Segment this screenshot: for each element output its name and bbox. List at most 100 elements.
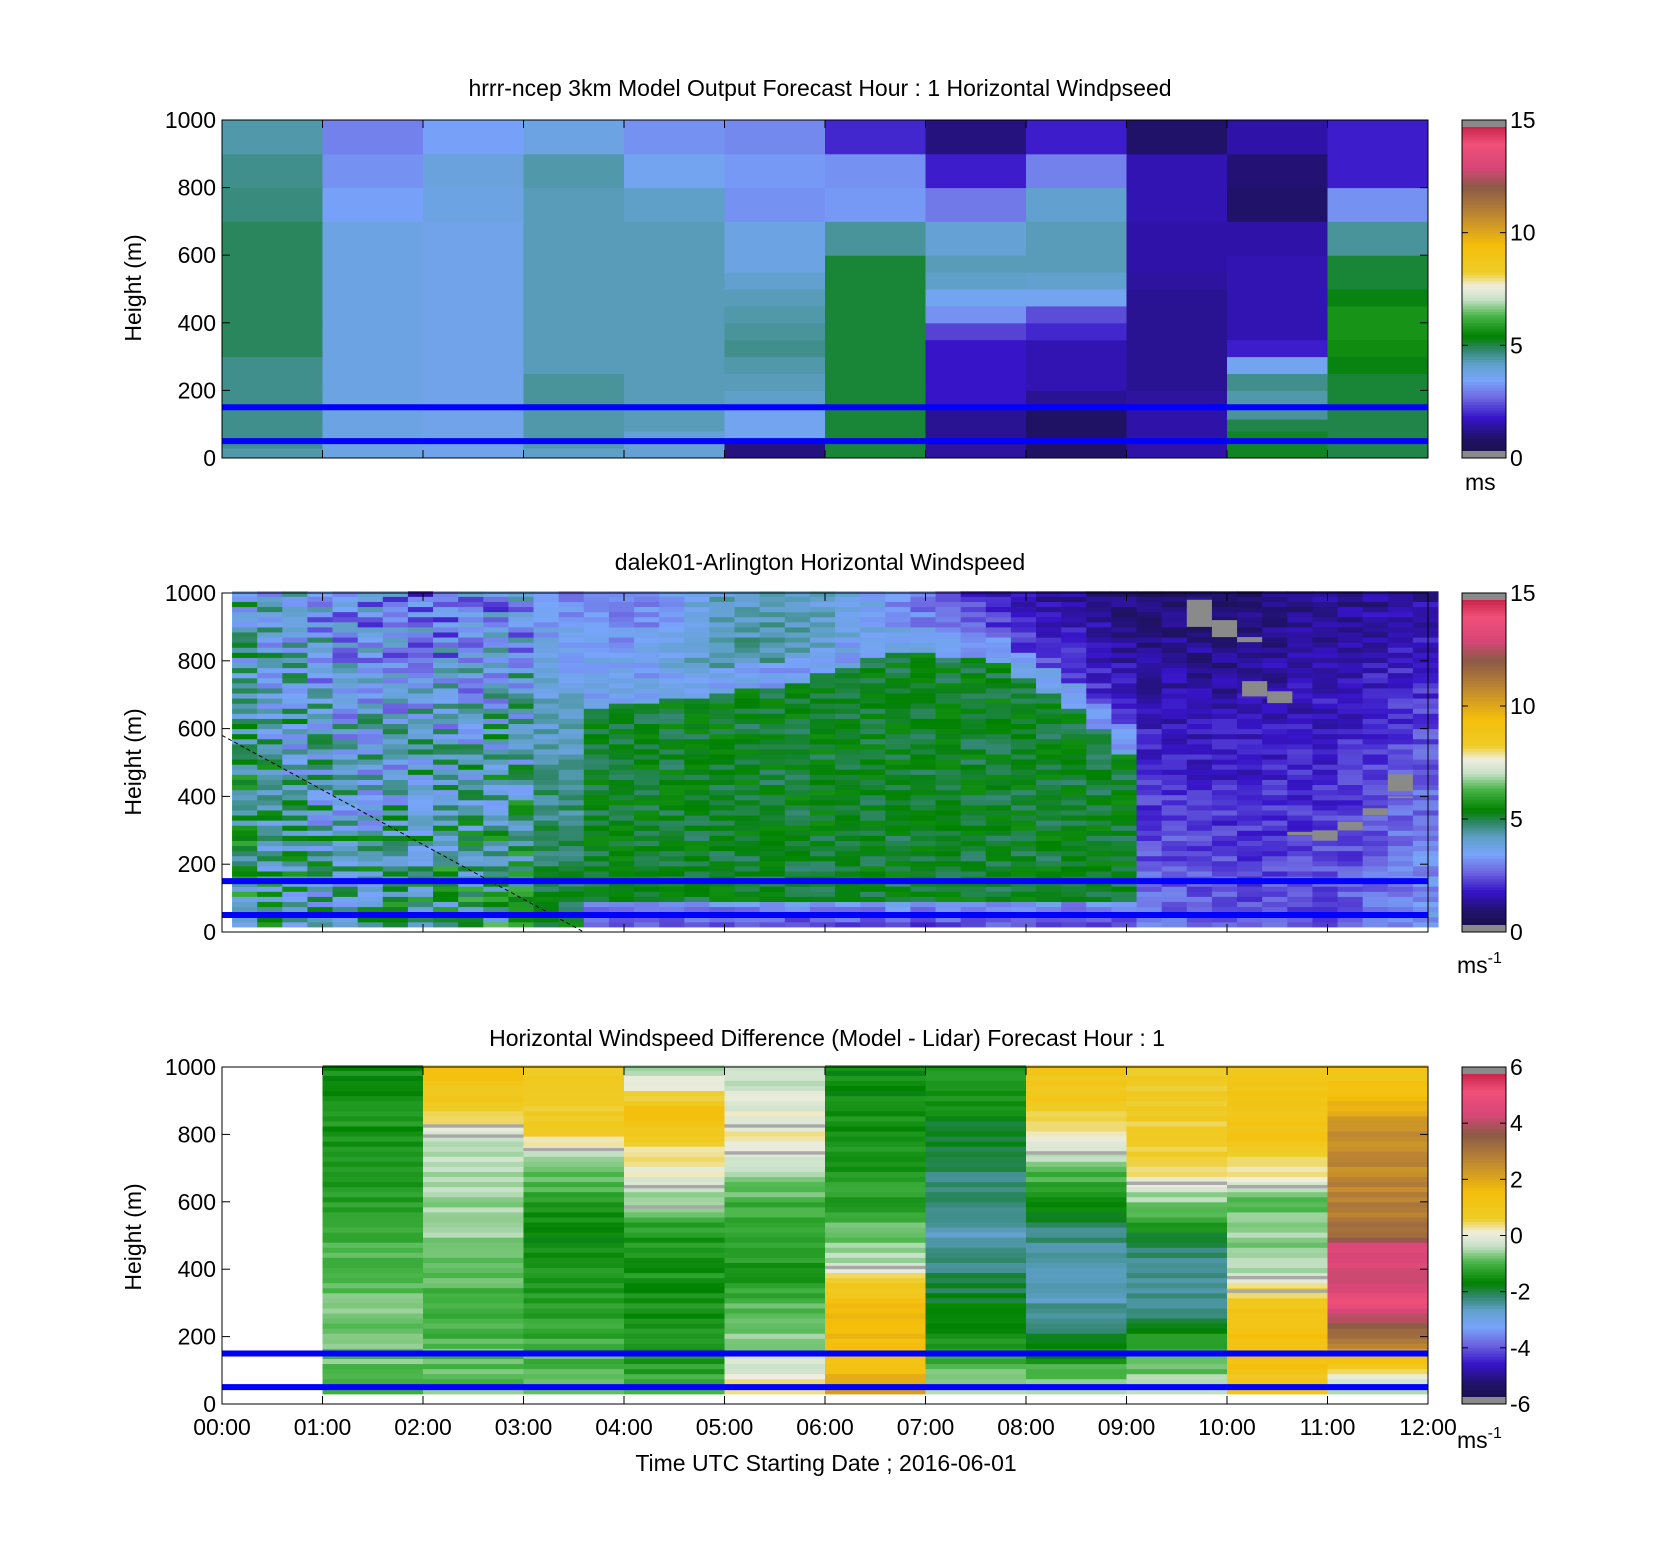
heatmap-cell: [1227, 1318, 1328, 1324]
heatmap-cell: [433, 779, 459, 786]
heatmap-cell: [1327, 1151, 1429, 1157]
heatmap-cell: [634, 865, 660, 872]
heatmap-cell: [784, 723, 811, 730]
heatmap-cell: [935, 820, 962, 826]
heatmap-cell: [407, 789, 434, 796]
heatmap-cell: [1237, 794, 1263, 801]
heatmap-cell: [1026, 1115, 1127, 1122]
colorbar-swatch: [1462, 1134, 1506, 1138]
heatmap-cell: [407, 631, 434, 638]
heatmap-cell: [1026, 1257, 1127, 1263]
missing-data-strip: [724, 1151, 825, 1155]
heatmap-cell: [860, 896, 886, 902]
heatmap-cell: [734, 865, 761, 872]
heatmap-cell: [624, 272, 725, 290]
heatmap-cell: [508, 825, 535, 831]
colorbar-swatch: [1462, 1364, 1506, 1368]
heatmap-cell: [1227, 1358, 1328, 1365]
heatmap-cell: [433, 754, 459, 760]
heatmap-cell: [910, 611, 937, 618]
heatmap-cell: [1036, 804, 1062, 811]
heatmap-cell: [809, 718, 836, 725]
heatmap-cell: [357, 637, 384, 643]
heatmap-cell: [860, 718, 886, 725]
colorbar-swatch: [1462, 632, 1506, 636]
heatmap-cell: [1227, 1252, 1328, 1258]
heatmap-cell: [357, 672, 384, 679]
heatmap-cell: [1412, 789, 1439, 796]
heatmap-cell: [684, 728, 710, 735]
heatmap-cell: [724, 1075, 826, 1081]
heatmap-cell: [734, 774, 761, 780]
heatmap-cell: [1362, 921, 1389, 928]
heatmap-cell: [1111, 815, 1138, 821]
colorbar-swatch: [1462, 291, 1506, 296]
colorbar-swatch: [1462, 841, 1506, 845]
heatmap-cell: [860, 693, 886, 699]
heatmap-cell: [985, 728, 1012, 735]
colorbar-swatch: [1462, 1075, 1506, 1079]
heatmap-cell: [583, 809, 610, 816]
heatmap-cell: [232, 667, 258, 674]
colorbar-swatch: [1462, 1322, 1506, 1326]
heatmap-cell: [1026, 1090, 1127, 1097]
heatmap-cell: [307, 713, 334, 719]
colorbar-swatch: [1462, 807, 1506, 812]
heatmap-cell: [282, 662, 308, 669]
heatmap-cell: [257, 794, 283, 801]
colorbar-swatch: [1462, 708, 1506, 713]
heatmap-cell: [523, 1318, 625, 1324]
heatmap-cell: [885, 886, 911, 892]
heatmap-cell: [985, 693, 1012, 699]
heatmap-cell: [910, 754, 937, 760]
heatmap-cell: [322, 1110, 424, 1117]
heatmap-cell: [885, 809, 911, 816]
colorbar-swatch: [1462, 886, 1506, 891]
heatmap-cell: [860, 738, 886, 745]
heatmap-cell: [483, 677, 509, 684]
heatmap-cell: [1312, 591, 1339, 597]
heatmap-cell: [407, 606, 434, 613]
heatmap-cell: [307, 759, 334, 765]
heatmap-cell: [508, 794, 535, 801]
heatmap-cell: [608, 733, 635, 740]
heatmap-cell: [985, 769, 1012, 775]
heatmap-cell: [423, 1323, 524, 1329]
heatmap-cell: [724, 1206, 826, 1213]
heatmap-cell: [1111, 728, 1138, 735]
heatmap-cell: [307, 662, 334, 669]
heatmap-cell: [1327, 1277, 1429, 1284]
heatmap-cell: [1227, 1161, 1328, 1167]
heatmap-cell: [1036, 687, 1062, 694]
heatmap-cell: [1387, 642, 1414, 648]
heatmap-cell: [709, 606, 736, 613]
heatmap-cell: [357, 799, 384, 806]
heatmap-cell: [925, 1161, 1027, 1167]
heatmap-cell: [1126, 1070, 1228, 1076]
heatmap-cell: [724, 1110, 826, 1117]
heatmap-cell: [759, 896, 786, 902]
heatmap-cell: [407, 642, 434, 648]
heatmap-cell: [1227, 1232, 1328, 1238]
heatmap-cell: [232, 601, 258, 608]
heatmap-cell: [1010, 621, 1037, 628]
heatmap-cell: [1412, 728, 1439, 735]
heatmap-cell: [724, 305, 826, 324]
heatmap-cell: [1061, 703, 1087, 709]
heatmap-cell: [307, 738, 334, 745]
heatmap-cell: [724, 1115, 826, 1122]
heatmap-cell: [784, 611, 811, 618]
heatmap-cell: [232, 718, 258, 725]
heatmap-cell: [960, 809, 987, 816]
heatmap-cell: [1161, 774, 1188, 780]
heatmap-cell: [885, 682, 911, 689]
heatmap-cell: [684, 901, 710, 908]
heatmap-cell: [322, 187, 424, 222]
heatmap-cell: [282, 652, 308, 658]
heatmap-cell: [624, 305, 725, 324]
heatmap-cell: [1312, 631, 1339, 638]
heatmap-cell: [307, 682, 334, 689]
colorbar-swatch: [1462, 165, 1506, 169]
colorbar-tick-label: 15: [1510, 580, 1536, 606]
heatmap-cell: [332, 886, 359, 892]
